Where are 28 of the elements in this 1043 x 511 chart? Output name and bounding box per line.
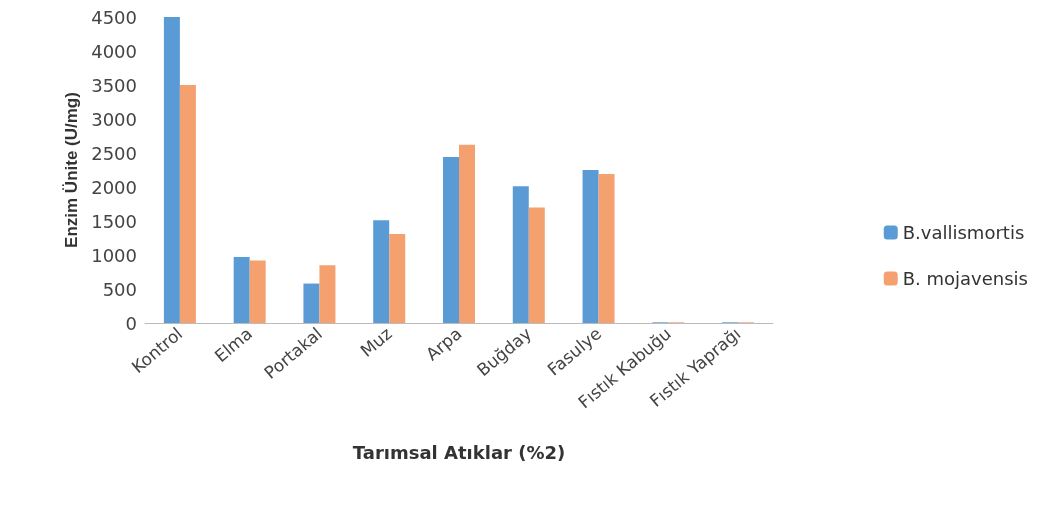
y-tick-label: 4500 [91, 6, 137, 28]
legend-label: B.vallismortis [902, 222, 1025, 243]
bar [389, 233, 406, 323]
y-tick-label: 1500 [91, 210, 137, 232]
y-tick-label: 500 [102, 278, 137, 300]
y-tick-label: 1000 [91, 244, 137, 266]
bar [373, 220, 390, 323]
bar [163, 17, 180, 323]
bar [528, 207, 545, 323]
bar [303, 283, 320, 323]
bar [582, 170, 599, 323]
y-tick-label: 3000 [91, 108, 137, 130]
y-tick-label: 4000 [91, 40, 137, 62]
bar [233, 257, 250, 323]
bar [319, 265, 336, 323]
y-tick-label: 2500 [91, 142, 137, 164]
legend-label: B. mojavensis [902, 268, 1028, 289]
x-axis-title: Tarımsal Atıklar (%2) [352, 441, 566, 463]
y-tick-label: 2000 [91, 176, 137, 198]
bar [459, 144, 475, 323]
bar [443, 157, 459, 323]
x-tick-label: Muz [356, 323, 396, 361]
bar [598, 174, 615, 323]
bar [512, 186, 529, 323]
bar [249, 260, 266, 323]
bar [179, 85, 196, 323]
y-axis-title: Enzim Ünite (U/mg) [62, 92, 82, 248]
y-tick-label: 3500 [91, 74, 137, 96]
